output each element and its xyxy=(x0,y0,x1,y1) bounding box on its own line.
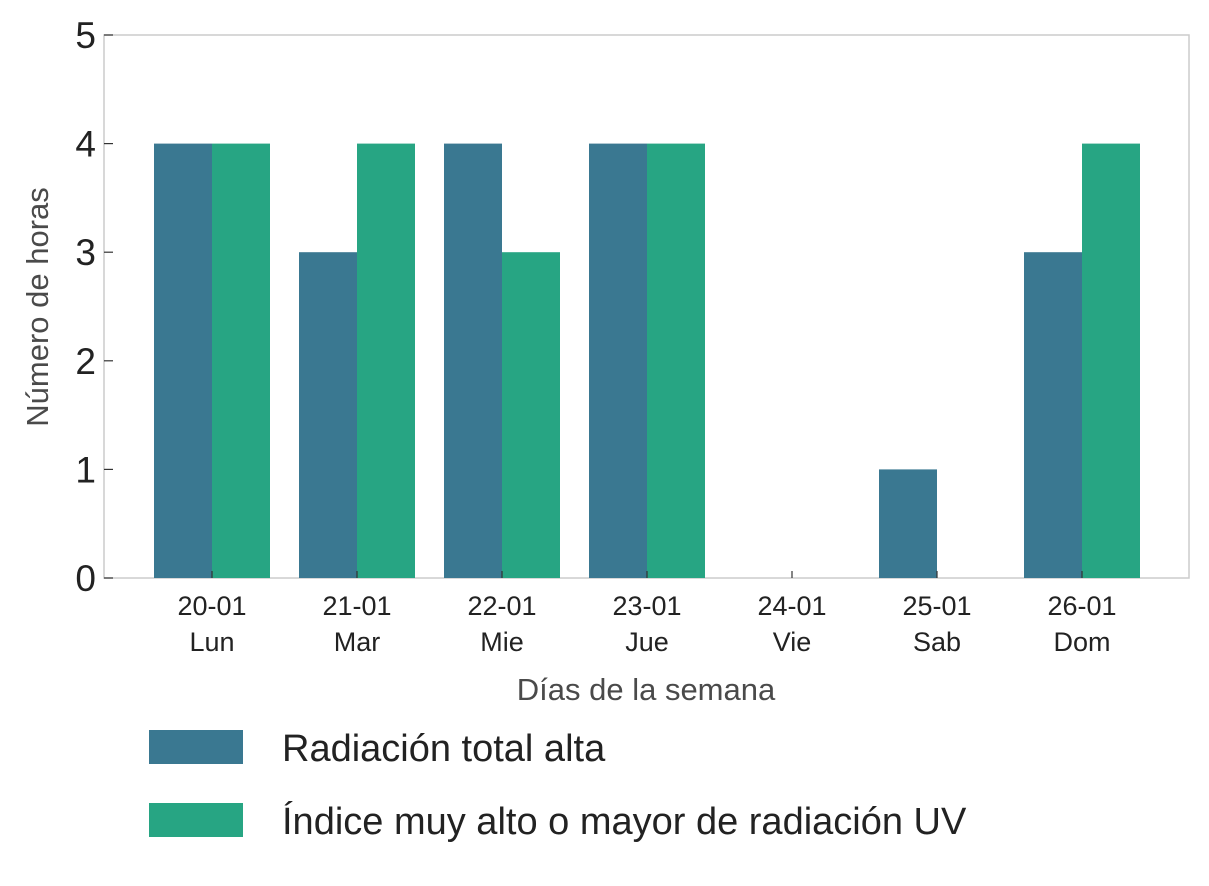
x-axis-title: Días de la semana xyxy=(517,672,776,707)
bar-radiacion-total-5 xyxy=(879,469,937,578)
x-tick-label-day: Dom xyxy=(1053,627,1110,657)
y-axis-title: Número de horas xyxy=(20,187,55,427)
y-tick-label: 2 xyxy=(75,341,96,382)
bar-indice-uv-1 xyxy=(357,143,415,578)
legend: Radiación total alta Índice muy alto o ma… xyxy=(149,728,967,843)
bar-indice-uv-6 xyxy=(1082,143,1140,578)
x-tick-label-day: Sab xyxy=(913,627,961,657)
x-tick-label-date: 22-01 xyxy=(467,591,536,621)
x-tick-label-date: 23-01 xyxy=(612,591,681,621)
legend-label-0: Radiación total alta xyxy=(282,728,606,770)
y-tick-label: 0 xyxy=(75,558,96,599)
bar-radiacion-total-1 xyxy=(299,252,357,578)
y-tick-label: 5 xyxy=(75,15,96,56)
y-axis-ticks: 0 1 2 3 4 5 xyxy=(75,15,113,599)
legend-swatch-1 xyxy=(149,803,243,837)
bars-group xyxy=(154,143,1140,578)
x-tick-label-date: 20-01 xyxy=(177,591,246,621)
legend-label-1: Índice muy alto o mayor de radiación UV xyxy=(282,800,967,843)
bar-radiacion-total-3 xyxy=(589,143,647,578)
x-tick-label-day: Lun xyxy=(189,627,234,657)
y-tick-label: 3 xyxy=(75,232,96,273)
bar-radiacion-total-6 xyxy=(1024,252,1082,578)
bar-radiacion-total-2 xyxy=(444,143,502,578)
x-tick-label-date: 25-01 xyxy=(902,591,971,621)
x-axis-ticks: 20-01 Lun 21-01 Mar 22-01 Mie 23-01 Jue 24-01 Vie… xyxy=(177,571,1117,657)
bar-radiacion-total-0 xyxy=(154,143,212,578)
bar-indice-uv-3 xyxy=(647,143,705,578)
x-tick-label-day: Vie xyxy=(773,627,812,657)
y-tick-label: 4 xyxy=(75,124,96,165)
x-tick-label-date: 21-01 xyxy=(322,591,391,621)
bar-indice-uv-0 xyxy=(212,143,270,578)
x-tick-label-day: Jue xyxy=(625,627,669,657)
bar-indice-uv-2 xyxy=(502,252,560,578)
x-tick-label-date: 26-01 xyxy=(1047,591,1116,621)
x-tick-label-day: Mar xyxy=(334,627,381,657)
x-tick-label-date: 24-01 xyxy=(757,591,826,621)
y-tick-label: 1 xyxy=(75,449,96,490)
legend-swatch-0 xyxy=(149,730,243,764)
x-tick-label-day: Mie xyxy=(480,627,524,657)
